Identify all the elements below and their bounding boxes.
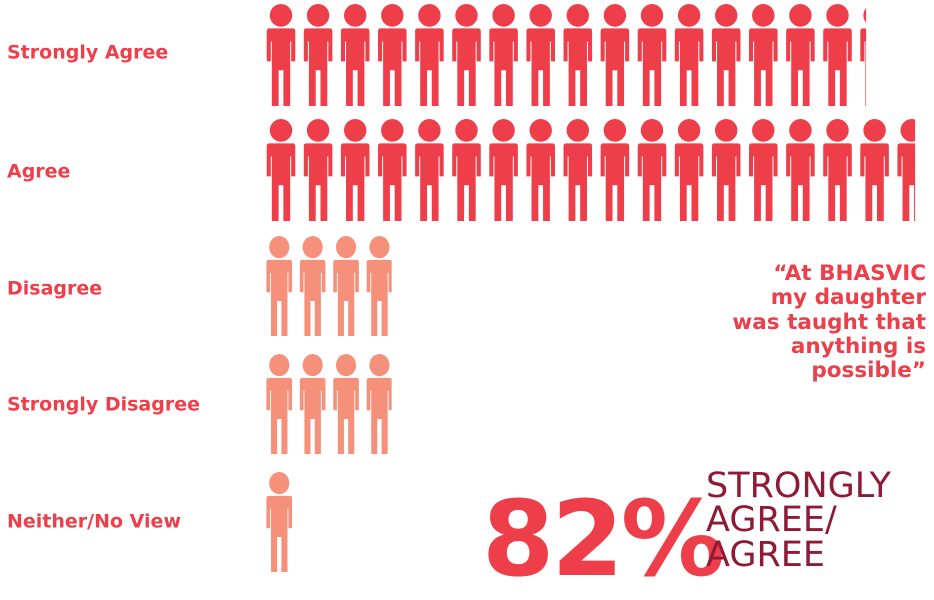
person-icon [489, 119, 518, 221]
person-icon [303, 119, 333, 221]
person-icon-partial [860, 7, 867, 107]
person-icon [415, 4, 444, 107]
person-icon [303, 4, 333, 107]
quote-line: “At BHASVIC [773, 261, 926, 286]
person-icon [266, 354, 293, 454]
person-icon [749, 119, 778, 221]
person-icon [526, 119, 555, 221]
person-icon [378, 4, 407, 107]
person-icon [299, 236, 326, 336]
person-icon [711, 119, 741, 221]
person-icon [823, 4, 852, 107]
quote-line: was taught that [732, 309, 926, 335]
person-icon [489, 4, 518, 107]
person-icon [637, 119, 667, 221]
headline-percent: 82% [482, 478, 725, 600]
person-icon [452, 119, 481, 221]
person-icon [563, 4, 593, 107]
category-label-neither: Neither/No View [7, 510, 181, 533]
headline-line: AGREE [706, 534, 825, 575]
person-icon [637, 4, 667, 107]
person-icon [378, 119, 407, 221]
person-icon [600, 119, 630, 221]
person-icon [786, 119, 815, 221]
person-icon [333, 354, 359, 454]
person-icon [526, 4, 555, 107]
person-icon [266, 472, 293, 572]
category-label-disagree: Disagree [7, 277, 103, 300]
headline-line: STRONGLY [706, 466, 891, 506]
headline-line: AGREE/ [706, 500, 837, 541]
person-icon [674, 4, 704, 107]
person-icon [266, 236, 293, 336]
person-icon [600, 4, 630, 107]
quote-line: anything is [790, 333, 926, 359]
person-icon [299, 354, 326, 454]
category-label-strongly-disagree: Strongly Disagree [7, 393, 200, 416]
person-icon-partial [366, 236, 392, 337]
headline-text: STRONGLY AGREE/ AGREE [706, 466, 891, 575]
person-icon [340, 4, 370, 107]
person-icon-partial [366, 354, 392, 455]
person-icon [711, 4, 741, 107]
person-icon [340, 119, 370, 221]
person-icon [823, 119, 852, 221]
person-icon [452, 4, 481, 107]
person-icon [415, 119, 444, 221]
person-icon [860, 119, 889, 221]
person-icon [266, 119, 296, 221]
quote-line: my daughter [770, 285, 926, 311]
category-label-agree: Agree [7, 160, 71, 183]
person-icon [674, 119, 704, 221]
quote-line: possible” [811, 358, 926, 384]
person-icon [266, 4, 296, 107]
testimonial-quote: “At BHASVIC my daughter was taught that … [656, 261, 926, 384]
person-icon [749, 4, 778, 107]
person-icon-partial [897, 119, 916, 222]
person-icon [563, 119, 593, 221]
person-icon [786, 4, 815, 107]
category-label-strongly-agree: Strongly Agree [7, 41, 169, 64]
person-icon [333, 236, 359, 336]
